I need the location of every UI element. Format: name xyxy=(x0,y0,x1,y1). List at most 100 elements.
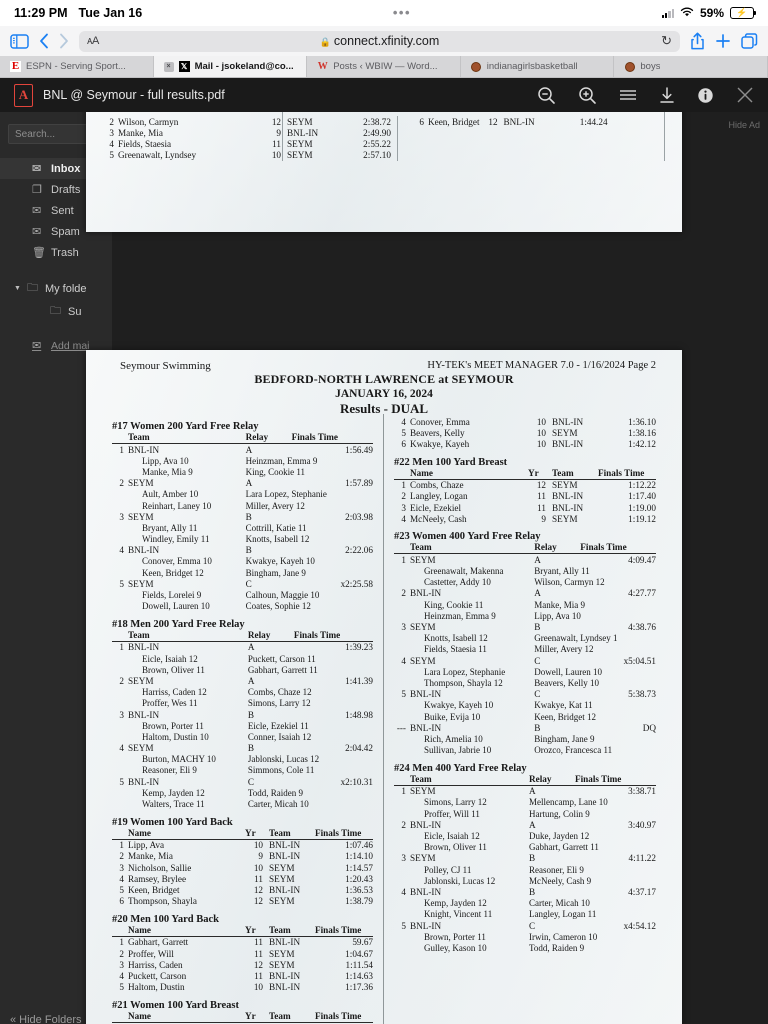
zoom-out-icon[interactable] xyxy=(537,86,556,105)
cell-swimmer: Buike, Evija 10 xyxy=(424,711,481,722)
event-results-table: Name Yr Team Finals Time 1 Gabhart, Garrett 11… xyxy=(112,924,373,993)
cell-time: 1:48.98 xyxy=(345,709,373,720)
previous-page-right-results: 6 Keen, Bridget 12 BNL-IN 1:44.24 xyxy=(398,116,607,161)
browser-tab-mail[interactable]: × 𝕏 Mail - jsokeland@co... xyxy=(153,56,308,77)
table-row: 2 Wilson, Carmyn 12 SEYM 2:38.72 xyxy=(102,116,391,127)
download-icon[interactable] xyxy=(659,86,675,104)
address-bar[interactable]: ᴀA 🔒 connect.xfinity.com ↻ xyxy=(79,30,680,52)
zoom-in-icon[interactable] xyxy=(578,86,597,105)
event-results-table: Name Yr Team Finals Time 1 Lipp, Ava 10 BNL-IN 1… xyxy=(112,827,373,907)
cell-team: SEYM xyxy=(269,948,295,959)
cell-team: SEYM xyxy=(128,478,154,489)
reload-icon[interactable]: ↻ xyxy=(661,33,672,48)
cell-swimmer: Bryant, Ally 11 xyxy=(534,566,590,577)
cell-swimmer: Polley, CJ 11 xyxy=(424,864,472,875)
cell-swimmer: Thompson, Shayla 12 xyxy=(424,677,503,688)
tab-strip: E ESPN - Serving Sport... × 𝕏 Mail - jso… xyxy=(0,56,768,78)
cell-yr: 12 xyxy=(253,884,263,895)
table-row-swimmers: King, Cookie 11 Manke, Mia 9 xyxy=(394,599,656,610)
sidebar-subfolder[interactable]: 🗀 Su xyxy=(0,302,112,321)
tabs-overview-icon[interactable] xyxy=(741,32,758,50)
table-row-swimmers: Windley, Emily 11 Knotts, Isabell 12 xyxy=(112,534,373,545)
cell-relay: B xyxy=(245,545,252,556)
hide-folders-link[interactable]: « Hide Folders xyxy=(10,1014,82,1024)
sidebar-item-inbox[interactable]: ✉ Inbox xyxy=(0,158,112,179)
drafts-icon: ❐ xyxy=(32,184,42,196)
sidebar-item-drafts[interactable]: ❐ Drafts xyxy=(0,179,112,200)
cell-team: SEYM xyxy=(269,896,295,907)
plus-icon[interactable] xyxy=(715,33,731,49)
browser-tab-espn[interactable]: E ESPN - Serving Sport... xyxy=(0,56,154,77)
cell-place: 2 xyxy=(401,819,406,830)
sidebar-item-spam[interactable]: ✉ Spam xyxy=(0,221,112,242)
add-mail-account-link[interactable]: ✉ Add mai xyxy=(0,339,112,353)
table-row: 1 SEYM A 4:09.47 xyxy=(394,554,656,566)
col-finals: Finals Time xyxy=(293,629,373,642)
cell-swimmer: King, Cookie 11 xyxy=(245,466,306,477)
info-icon[interactable] xyxy=(697,87,714,104)
hide-ad-link[interactable]: Hide Ad xyxy=(728,120,760,130)
url-display: 🔒 connect.xfinity.com xyxy=(79,34,680,48)
cell-team: BNL-IN xyxy=(287,127,319,138)
document-columns: #17 Women 200 Yard Free Relay Team Relay Fi… xyxy=(102,414,666,1024)
sidebar-toggle-icon[interactable] xyxy=(10,33,29,49)
close-icon[interactable] xyxy=(736,86,754,104)
text-size-button[interactable]: ᴀA xyxy=(87,35,99,47)
table-row: 3 BNL-IN B 1:48.98 xyxy=(112,709,373,720)
safari-toolbar: ᴀA 🔒 connect.xfinity.com ↻ xyxy=(0,26,768,56)
sidebar-item-sent[interactable]: ✉ Sent xyxy=(0,200,112,221)
outline-menu-icon[interactable] xyxy=(619,88,637,102)
cell-team: BNL-IN xyxy=(410,886,442,897)
cell-place: 1 xyxy=(119,642,124,653)
cell-yr: 11 xyxy=(254,970,263,981)
table-row: 4 Fields, Staesia 11 SEYM 2:55.22 xyxy=(102,138,391,149)
x-favicon: 𝕏 xyxy=(178,61,190,72)
cell-swimmer: Kwakye, Kayeh 10 xyxy=(245,556,315,567)
cell-team: SEYM xyxy=(128,578,154,589)
cell-time: 1:56.49 xyxy=(345,444,373,455)
cell-swimmer: Rich, Amelia 10 xyxy=(424,733,483,744)
event-title: #21 Women 100 Yard Breast xyxy=(112,999,239,1011)
cell-time: 1:39.23 xyxy=(345,642,373,653)
sidebar-group-my-folders[interactable]: ▼ 🗀 My folde xyxy=(0,279,112,298)
cell-name: Greenawalt, Lyndsey xyxy=(118,150,197,161)
basketball-favicon xyxy=(624,61,635,72)
col-finals: Finals Time xyxy=(575,773,656,786)
table-row: 1 Gabhart, Garrett 11 BNL-IN 59.67 xyxy=(112,936,373,948)
table-header-row: Team Relay Finals Time xyxy=(112,432,373,444)
cell-place: 2 xyxy=(401,588,406,599)
cell-team: BNL-IN xyxy=(552,416,584,427)
cell-place: 1 xyxy=(119,444,124,455)
table-row: 2 Manke, Mia 9 BNL-IN 1:14.10 xyxy=(112,851,373,862)
table-row-swimmers: Dowell, Lauren 10 Coates, Sophie 12 xyxy=(112,601,373,612)
table-row-swimmers: Gulley, Kason 10 Todd, Raiden 9 xyxy=(394,942,656,953)
cell-swimmer: Haltom, Dustin 10 xyxy=(142,731,209,742)
cell-swimmer: Keen, Bridget 12 xyxy=(142,567,204,578)
share-icon[interactable] xyxy=(690,32,705,50)
cell-place: 5 xyxy=(119,982,124,993)
cell-relay: C xyxy=(534,655,541,666)
cell-team: SEYM xyxy=(410,655,436,666)
table-row: 1 Combs, Chaze 12 SEYM 1:12.22 xyxy=(394,479,656,491)
sidebar-item-trash[interactable]: 🗑 Trash xyxy=(0,242,112,263)
chevron-down-icon[interactable]: ▼ xyxy=(14,285,21,292)
browser-tab-wbiw[interactable]: W Posts ‹ WBIW — Word... xyxy=(307,56,461,77)
cell-time: 4:27.77 xyxy=(628,588,656,599)
cell-swimmer: Todd, Raiden 9 xyxy=(247,787,304,798)
wordpress-favicon: W xyxy=(317,61,328,72)
table-row: 4 BNL-IN B 4:37.17 xyxy=(394,886,656,897)
tab-close-icon[interactable]: × xyxy=(163,61,174,72)
cell-place: 3 xyxy=(401,622,406,633)
cell-swimmer: Mellencamp, Lane 10 xyxy=(529,797,608,808)
browser-tab-boys[interactable]: boys xyxy=(614,56,768,77)
back-chevron-icon[interactable] xyxy=(39,33,49,49)
browser-tab-indianagirlsbasketball[interactable]: indianagirlsbasketball xyxy=(461,56,615,77)
table-row: 4 Ramsey, Brylee 11 SEYM 1:20.43 xyxy=(112,873,373,884)
pdf-filename: BNL @ Seymour - full results.pdf xyxy=(43,88,225,102)
table-row-swimmers: Lara Lopez, Stephanie Dowell, Lauren 10 xyxy=(394,666,656,677)
cell-time: 1:38.79 xyxy=(345,896,373,907)
cell-yr: 12 xyxy=(536,480,546,491)
cell-name: Manke, Mia xyxy=(128,851,173,862)
app-body: Search... ✉ Inbox ❐ Drafts ✉ Sent ✉ Spam… xyxy=(0,112,768,1024)
table-row-swimmers: Fields, Lorelei 9 Calhoun, Maggie 10 xyxy=(112,589,373,600)
